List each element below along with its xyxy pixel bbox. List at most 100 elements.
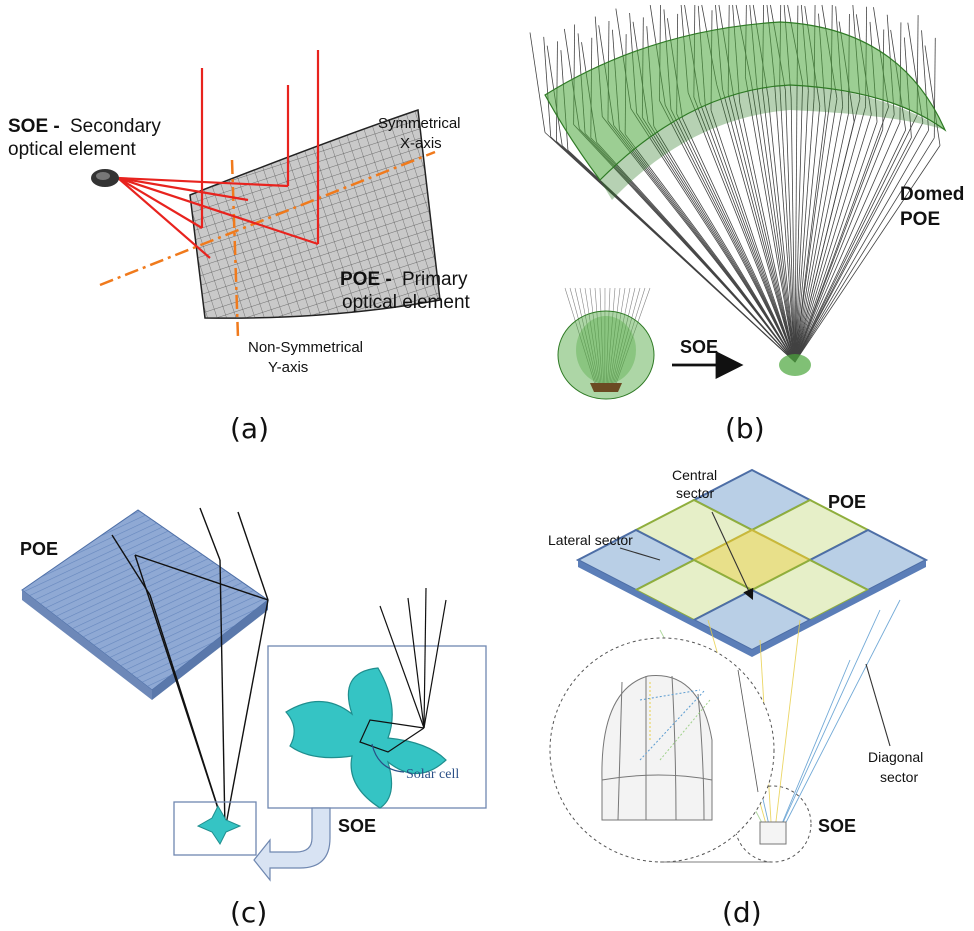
ray-line [744, 76, 796, 363]
soe-small-c [196, 804, 242, 845]
soe-inset-box-c [267, 645, 487, 809]
ray-line [794, 99, 861, 363]
poe-mesh-grid [190, 110, 440, 319]
ray-line [589, 287, 602, 386]
solar-cell-pointer [371, 743, 405, 773]
ray-line [615, 287, 651, 386]
ray-line [762, 90, 796, 363]
ray-line [543, 36, 552, 137]
ray-line [716, 84, 796, 363]
ray-line [779, 82, 796, 363]
ray-line [794, 137, 935, 363]
ray-line [794, 107, 889, 363]
ray-line [693, 96, 796, 363]
soe-desc-a-2: optical element [8, 139, 137, 160]
ray-line [594, 287, 603, 386]
caption-a: (a) [230, 412, 269, 445]
ray-line [794, 91, 832, 363]
soe-label-c: SOE [338, 816, 376, 836]
ray-line [790, 98, 796, 363]
ray-line [733, 97, 796, 363]
ray-line [794, 113, 826, 363]
poe-desc-a-1: Primary [402, 269, 468, 290]
soe-zoom-circle-small [734, 785, 812, 863]
poe-label-d: POE [828, 492, 866, 512]
ray-line [579, 287, 600, 386]
poe-sectors-d [575, 468, 929, 657]
lateral-pointer [619, 547, 661, 561]
caption-d: (d) [722, 896, 762, 929]
ray-line [599, 287, 604, 386]
ray-line [624, 133, 796, 363]
ray-line [605, 287, 611, 386]
ray-line [710, 110, 796, 363]
domed-poe-shell [544, 21, 947, 181]
ray-line [794, 114, 872, 363]
soe-dome-d [601, 675, 713, 821]
ray-line [611, 287, 636, 386]
ray-line [794, 130, 929, 363]
x-axis-label-1: Symmetrical [378, 115, 461, 132]
ray-line [569, 287, 597, 386]
ray-line [727, 93, 796, 363]
ray-line [785, 90, 796, 363]
ray-line [630, 108, 796, 363]
ray-line [794, 90, 809, 363]
solar-cell-label: Solar cell [406, 767, 459, 782]
ray-line [794, 83, 804, 363]
zoom-link-top [737, 669, 759, 793]
ray-line [794, 114, 918, 363]
ray-line [606, 287, 616, 386]
ray-line [750, 81, 796, 363]
panel-d: Central sector POE Lateral sector Diagon… [548, 467, 929, 929]
ray-line [567, 149, 796, 363]
ray-line [574, 287, 598, 386]
ray-line [664, 104, 796, 363]
ray-line [794, 106, 844, 363]
fresnel-edge [22, 590, 152, 700]
panel-a: SOE - Secondary optical element Symmetri… [8, 50, 471, 445]
ray-line [739, 102, 796, 363]
poe-label-a: POE - [340, 269, 392, 290]
ray-line [659, 100, 796, 363]
ray-line [794, 106, 866, 363]
ray-line [614, 287, 646, 386]
central-label-1: Central [672, 467, 717, 483]
domed-label-2: POE [900, 209, 940, 230]
panel-b: SOE Domed POE (b) [529, 4, 964, 445]
soe-desc-a-1: Secondary [70, 116, 161, 137]
ray-line [794, 98, 815, 363]
ray-line [699, 101, 796, 363]
soe-shape-c [285, 667, 447, 809]
fresnel-edge-right [152, 600, 268, 700]
ray-line [647, 121, 796, 363]
caption-c: (c) [230, 896, 267, 929]
ray-line [609, 287, 626, 386]
ray-line [794, 113, 849, 363]
poe-label-c: POE [20, 539, 58, 559]
ray-line [529, 32, 546, 133]
ray-line [767, 97, 796, 363]
ray-line [612, 287, 641, 386]
central-pointer [711, 511, 754, 600]
ray-line [794, 98, 838, 363]
rays-c [111, 507, 269, 831]
ray-line [687, 92, 796, 363]
soe-small-box-c [173, 801, 257, 856]
ray-line [794, 137, 912, 363]
ray-line [584, 287, 601, 386]
central-label-2: sector [676, 485, 714, 501]
fresnel-rings [22, 510, 268, 690]
ray-line [773, 75, 796, 363]
lateral-label: Lateral sector [548, 532, 633, 548]
ray-line [924, 45, 941, 146]
rays-inset-c [359, 587, 447, 753]
soe-curved-arrow-c [253, 807, 331, 882]
diagonal-pointer [865, 663, 891, 747]
ray-line [794, 122, 924, 363]
x-axis-label-2: X-axis [400, 135, 442, 152]
y-axis-label-2: Y-axis [268, 359, 308, 376]
domed-poe-underside [600, 85, 945, 200]
soe-inset-b [557, 287, 655, 400]
